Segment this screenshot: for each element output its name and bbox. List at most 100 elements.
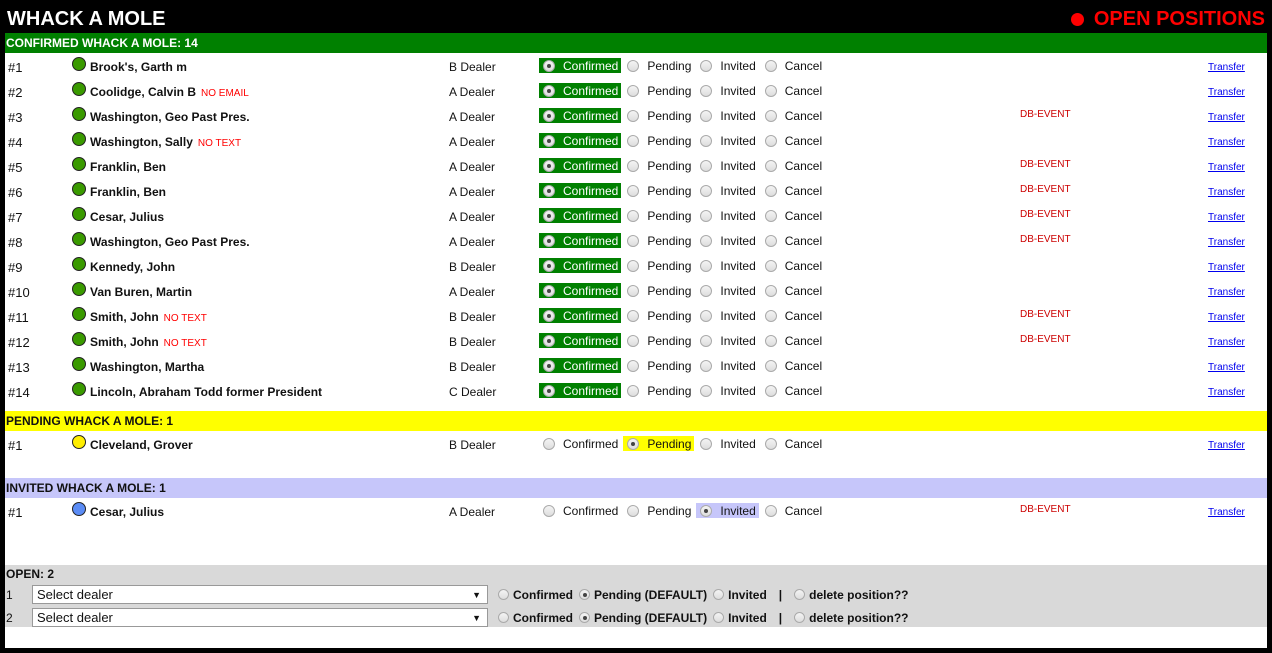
status-option-invited[interactable]: Invited xyxy=(696,503,759,518)
status-option-confirmed[interactable]: Confirmed xyxy=(539,333,622,348)
radio-confirmed[interactable] xyxy=(543,159,555,172)
radio-button[interactable] xyxy=(498,589,509,600)
status-option-cancel[interactable]: Cancel xyxy=(761,283,825,298)
radio-pending[interactable] xyxy=(627,259,640,272)
radio-pending[interactable] xyxy=(627,504,640,517)
radio-invited[interactable] xyxy=(700,209,713,222)
delete-position-option[interactable]: delete position?? xyxy=(794,588,908,602)
radio-cancel[interactable] xyxy=(764,84,777,97)
radio-pending[interactable] xyxy=(627,384,640,397)
radio-confirmed[interactable] xyxy=(543,359,555,372)
radio-pending[interactable] xyxy=(627,284,640,297)
status-option-confirmed[interactable]: Confirmed xyxy=(539,258,622,273)
status-option-cancel[interactable]: Cancel xyxy=(761,258,825,273)
radio-pending[interactable] xyxy=(627,59,640,72)
status-option-cancel[interactable]: Cancel xyxy=(761,333,825,348)
radio-invited[interactable] xyxy=(700,184,713,197)
status-option-invited[interactable]: Invited xyxy=(696,58,758,73)
radio-cancel[interactable] xyxy=(764,209,777,222)
status-option-invited[interactable]: Invited xyxy=(696,333,758,348)
status-option-confirmed[interactable]: Confirmed xyxy=(539,108,622,123)
transfer-link[interactable]: Transfer xyxy=(1208,507,1245,518)
status-option-confirmed[interactable]: Confirmed xyxy=(539,133,622,148)
radio-pending[interactable] xyxy=(627,309,640,322)
status-option-pending[interactable]: Pending xyxy=(623,233,694,248)
radio-cancel[interactable] xyxy=(764,334,777,347)
status-option-pending[interactable]: Pending xyxy=(623,133,694,148)
status-option-pending[interactable]: Pending xyxy=(623,158,694,173)
transfer-link[interactable]: Transfer xyxy=(1208,262,1245,273)
transfer-link[interactable]: Transfer xyxy=(1208,287,1245,298)
open-option[interactable]: Invited xyxy=(713,588,767,602)
radio-cancel[interactable] xyxy=(764,59,777,72)
radio-invited[interactable] xyxy=(700,284,713,297)
status-option-cancel[interactable]: Cancel xyxy=(761,58,825,73)
radio-cancel[interactable] xyxy=(764,234,777,247)
status-option-invited[interactable]: Invited xyxy=(696,83,758,98)
status-option-confirmed[interactable]: Confirmed xyxy=(539,183,622,198)
radio-invited[interactable] xyxy=(700,234,713,247)
radio-button[interactable] xyxy=(713,612,725,623)
status-option-confirmed[interactable]: Confirmed xyxy=(539,233,622,248)
radio-invited[interactable] xyxy=(700,504,713,517)
radio-cancel[interactable] xyxy=(764,504,777,517)
radio-confirmed[interactable] xyxy=(543,334,555,347)
transfer-link[interactable]: Transfer xyxy=(1208,440,1245,451)
radio-invited[interactable] xyxy=(700,59,713,72)
status-option-pending[interactable]: Pending xyxy=(623,258,694,273)
radio-cancel[interactable] xyxy=(764,284,777,297)
radio-button[interactable] xyxy=(579,612,590,623)
radio-confirmed[interactable] xyxy=(543,284,555,297)
status-option-cancel[interactable]: Cancel xyxy=(761,436,825,451)
transfer-link[interactable]: Transfer xyxy=(1208,162,1245,173)
status-option-pending[interactable]: Pending xyxy=(623,503,694,518)
status-option-invited[interactable]: Invited xyxy=(696,208,758,223)
status-option-invited[interactable]: Invited xyxy=(696,183,758,198)
radio-cancel[interactable] xyxy=(764,184,777,197)
status-option-invited[interactable]: Invited xyxy=(696,283,758,298)
transfer-link[interactable]: Transfer xyxy=(1208,312,1245,323)
status-option-invited[interactable]: Invited xyxy=(696,233,758,248)
radio-confirmed[interactable] xyxy=(543,184,555,197)
radio-invited[interactable] xyxy=(700,159,713,172)
radio-confirmed[interactable] xyxy=(543,234,555,247)
radio-confirmed[interactable] xyxy=(543,109,555,122)
status-option-pending[interactable]: Pending xyxy=(623,308,694,323)
radio-pending[interactable] xyxy=(627,159,640,172)
transfer-link[interactable]: Transfer xyxy=(1208,237,1245,248)
delete-radio[interactable] xyxy=(794,612,806,623)
status-option-cancel[interactable]: Cancel xyxy=(761,233,825,248)
status-option-cancel[interactable]: Cancel xyxy=(761,383,825,398)
radio-pending[interactable] xyxy=(627,334,640,347)
transfer-link[interactable]: Transfer xyxy=(1208,87,1245,98)
radio-confirmed[interactable] xyxy=(543,84,555,97)
radio-invited[interactable] xyxy=(700,84,713,97)
delete-radio[interactable] xyxy=(794,589,806,600)
status-option-cancel[interactable]: Cancel xyxy=(761,208,825,223)
radio-button[interactable] xyxy=(579,589,590,600)
status-option-pending[interactable]: Pending xyxy=(623,283,694,298)
radio-cancel[interactable] xyxy=(764,437,777,450)
radio-cancel[interactable] xyxy=(764,134,777,147)
status-option-confirmed[interactable]: Confirmed xyxy=(539,83,622,98)
dealer-select[interactable]: Select dealer ▼ xyxy=(32,608,488,627)
radio-confirmed[interactable] xyxy=(543,209,555,222)
radio-button[interactable] xyxy=(713,589,725,600)
radio-pending[interactable] xyxy=(627,234,640,247)
transfer-link[interactable]: Transfer xyxy=(1208,137,1245,148)
status-option-invited[interactable]: Invited xyxy=(696,133,758,148)
status-option-confirmed[interactable]: Confirmed xyxy=(539,283,622,298)
transfer-link[interactable]: Transfer xyxy=(1208,337,1245,348)
radio-pending[interactable] xyxy=(627,109,640,122)
transfer-link[interactable]: Transfer xyxy=(1208,62,1245,73)
radio-cancel[interactable] xyxy=(764,359,777,372)
transfer-link[interactable]: Transfer xyxy=(1208,212,1245,223)
radio-confirmed[interactable] xyxy=(543,504,555,517)
status-option-confirmed[interactable]: Confirmed xyxy=(539,358,622,373)
status-option-cancel[interactable]: Cancel xyxy=(761,503,825,518)
delete-position-option[interactable]: delete position?? xyxy=(794,611,908,625)
open-option[interactable]: Pending (DEFAULT) xyxy=(579,611,707,625)
radio-confirmed[interactable] xyxy=(543,437,555,450)
status-option-confirmed[interactable]: Confirmed xyxy=(539,58,622,73)
status-option-confirmed[interactable]: Confirmed xyxy=(539,208,622,223)
